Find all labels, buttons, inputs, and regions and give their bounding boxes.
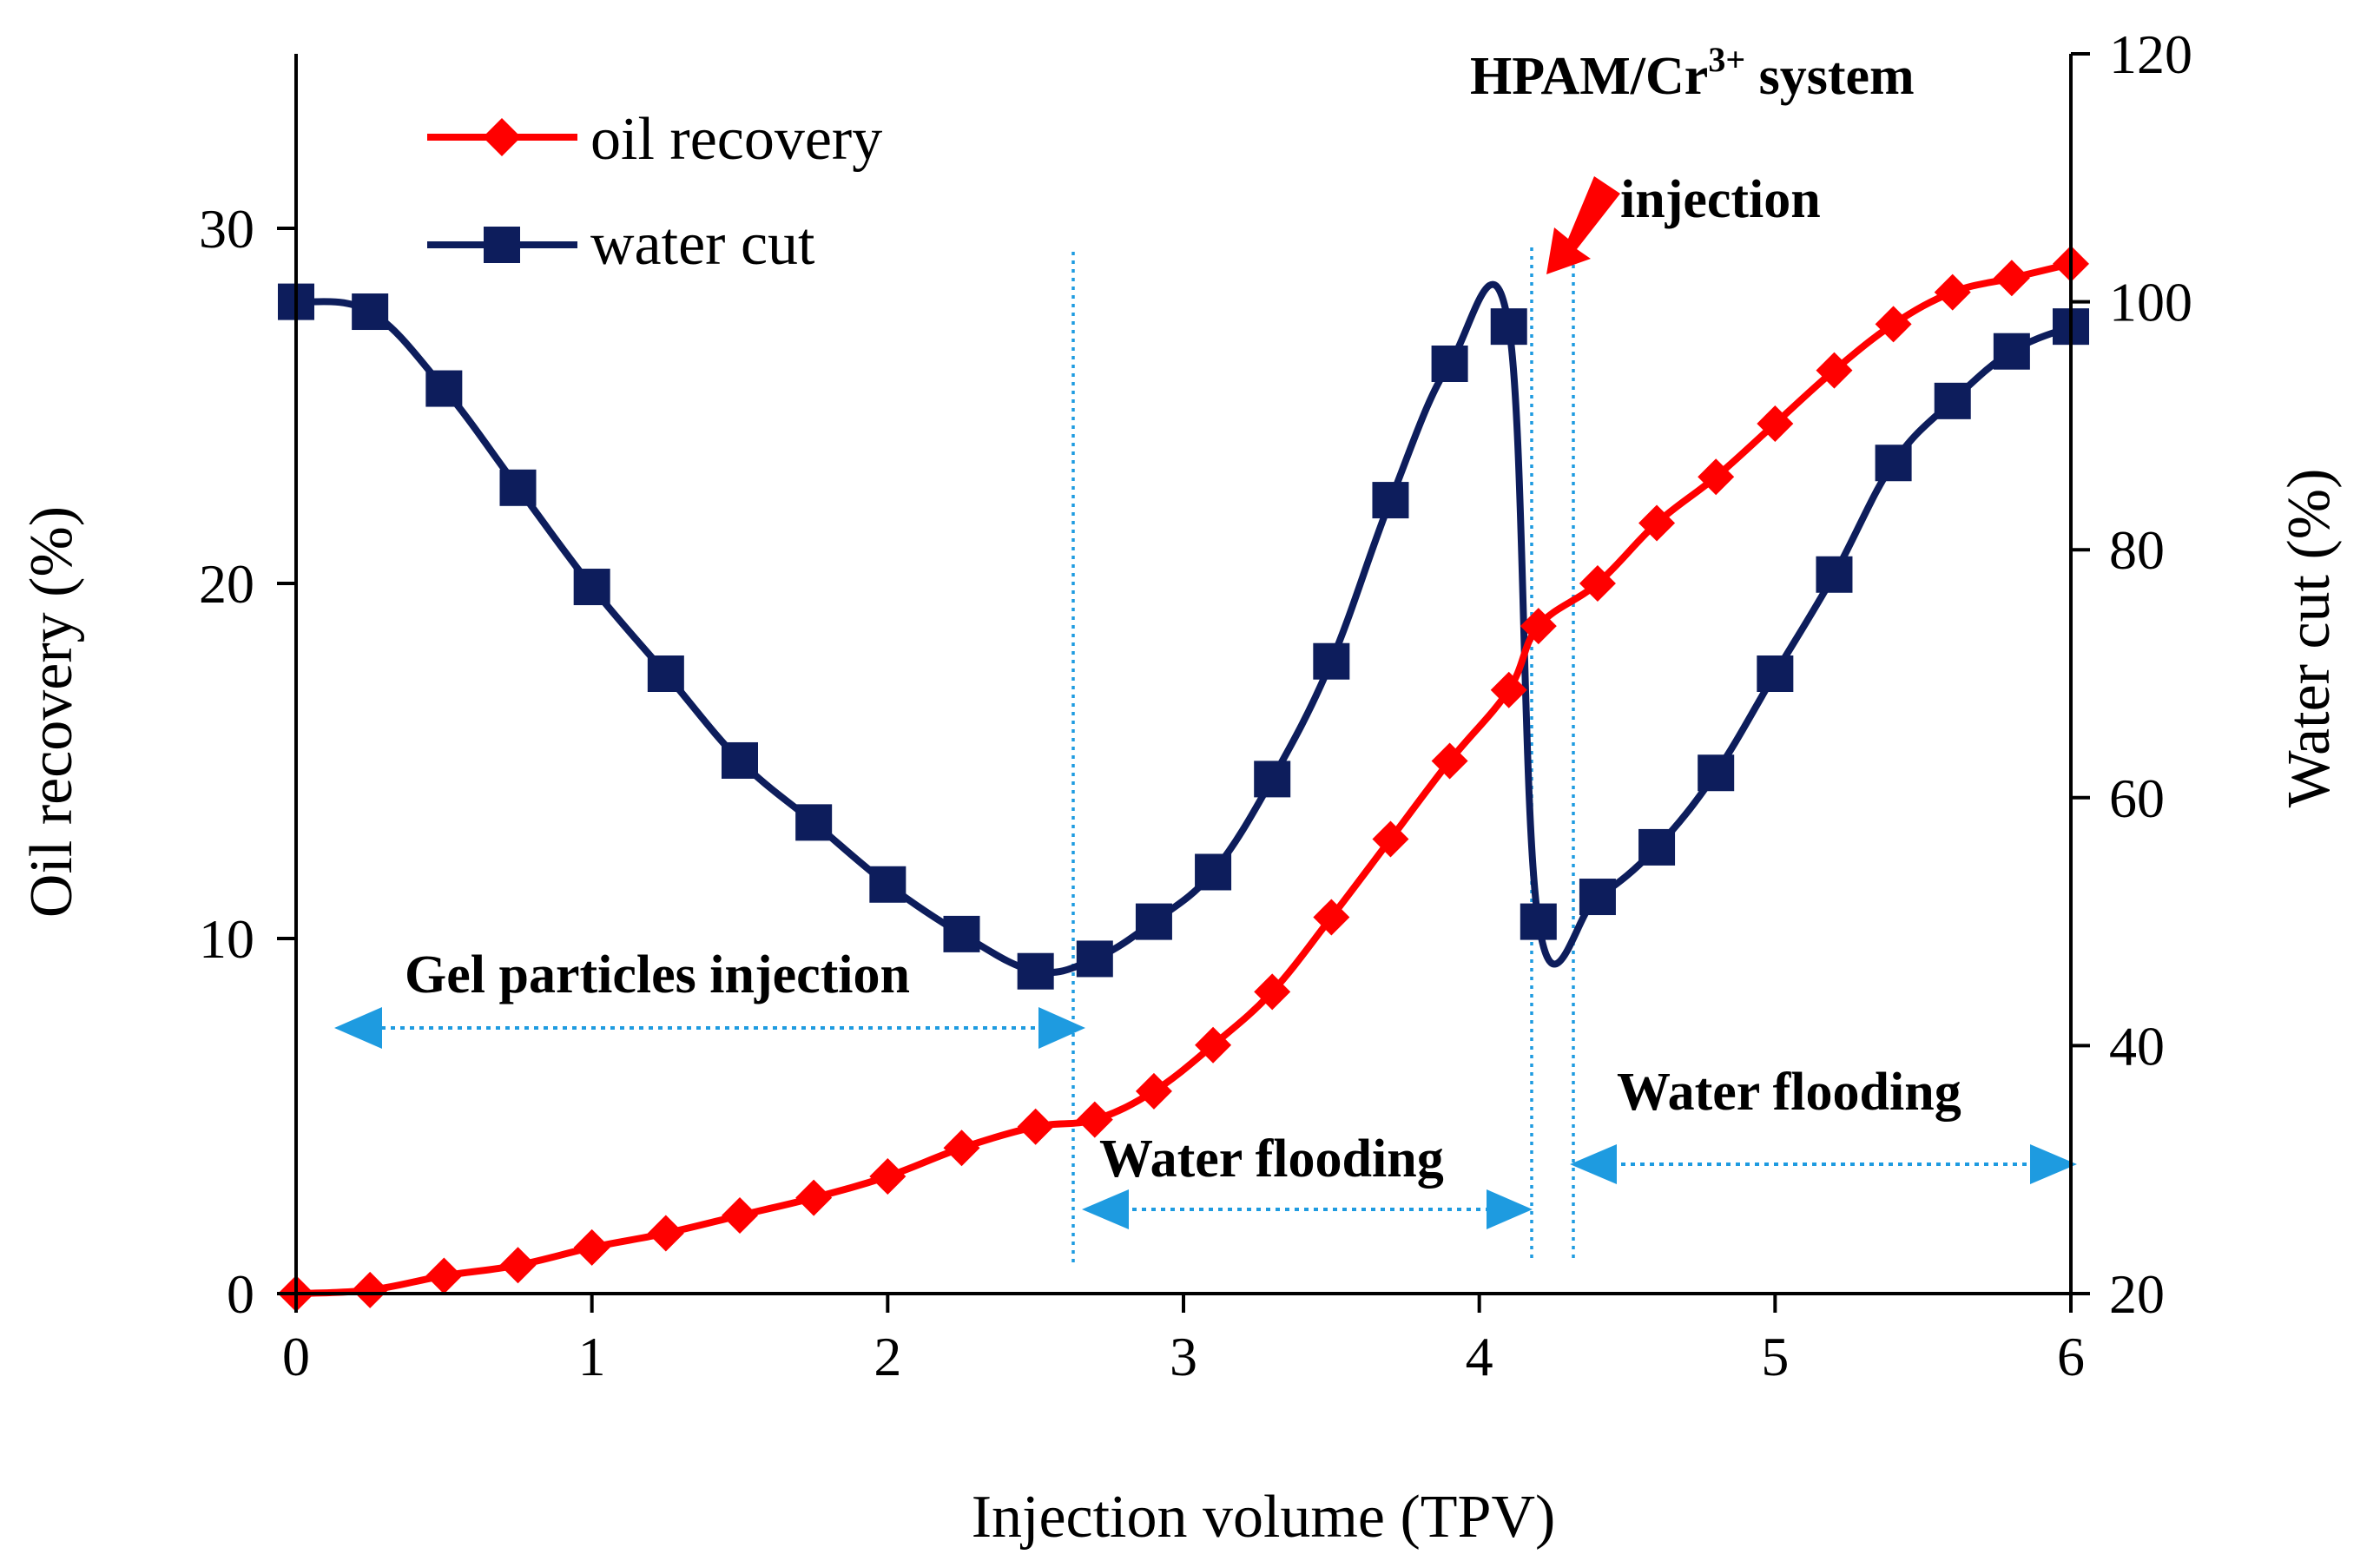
oil-recovery-point-1 (352, 1271, 389, 1308)
oil-recovery-point-19 (1520, 608, 1557, 645)
oil-recovery-point-17 (1431, 742, 1468, 780)
water-cut-point-10 (1017, 952, 1054, 990)
water-cut-point-3 (499, 469, 537, 506)
y2-tick-label-1: 40 (2109, 1015, 2165, 1077)
oil-recovery-point-23 (1757, 405, 1794, 442)
water-cut-point-4 (573, 569, 610, 606)
x-tick-label-6: 6 (2057, 1326, 2085, 1387)
legend-water-label: water cut (590, 211, 815, 278)
hpam-label-part: HPAM/Cr (1470, 47, 1708, 106)
water-cut-point-22 (1698, 754, 1735, 792)
oil-recovery-point-12 (1135, 1072, 1172, 1110)
oil-recovery-point-11 (1076, 1101, 1113, 1138)
oil-recovery-point-26 (1934, 273, 1971, 311)
legend-oil-marker (483, 118, 521, 156)
oil-recovery-point-22 (1698, 458, 1735, 496)
x-tick-label-2: 2 (874, 1326, 901, 1387)
oil-recovery-point-21 (1638, 504, 1676, 542)
water-cut-point-14 (1254, 761, 1291, 798)
x-tick-label-4: 4 (1466, 1326, 1493, 1387)
annotation-hpam-system: HPAM/Cr3+ system (1470, 40, 1915, 106)
y-tick-label-1: 10 (199, 908, 254, 970)
hpam-label-superscript: 3+ (1708, 40, 1745, 79)
oil-recovery-point-24 (1816, 352, 1853, 389)
oil-recovery-point-3 (499, 1247, 537, 1284)
water-cut-point-15 (1313, 642, 1350, 680)
x-tick-label-3: 3 (1170, 1326, 1197, 1387)
water-cut-point-20 (1579, 879, 1616, 916)
oil-recovery-point-7 (795, 1179, 833, 1216)
water-cut-line (293, 280, 2074, 977)
water-flooding-arrow-2 (1570, 1144, 2077, 1184)
water-cut-point-8 (869, 866, 907, 903)
water-cut-point-25 (1875, 445, 1912, 482)
water-cut-point-17 (1431, 346, 1468, 382)
annotation-water-flooding-2: Water flooding (1617, 1063, 1961, 1122)
water-cut-point-21 (1638, 828, 1676, 866)
water-cut-point-11 (1076, 940, 1113, 978)
water-cut-point-9 (943, 915, 980, 952)
annotation-gel-particles: Gel particles injection (405, 945, 910, 1004)
water-cut-point-18 (1490, 308, 1527, 346)
y-tick-label-0: 0 (227, 1263, 254, 1325)
oil-recovery-point-2 (425, 1257, 463, 1294)
annotation-injection: injection (1620, 170, 1821, 229)
legend-water-marker (484, 227, 520, 263)
water-cut-point-6 (722, 741, 758, 779)
injection-arrow (1546, 176, 1620, 274)
water-cut-point-7 (795, 804, 833, 841)
oil-recovery-point-20 (1579, 565, 1616, 602)
y-tick-label-2: 20 (199, 553, 254, 615)
oil-recovery-point-10 (1017, 1108, 1054, 1145)
oil-recovery-point-16 (1372, 820, 1409, 858)
oil-recovery-point-4 (573, 1228, 610, 1266)
y2-tick-label-2: 60 (2109, 767, 2165, 829)
x-axis-title: Injection volume (TPV) (972, 1484, 1556, 1551)
water-cut-point-27 (1993, 333, 2030, 370)
oil-recovery-point-6 (722, 1197, 758, 1235)
gel-phase-arrow (334, 1007, 1085, 1049)
legend-oil-label: oil recovery (590, 106, 882, 173)
oil-recovery-point-9 (943, 1130, 980, 1167)
legend: oil recovery water cut (427, 106, 882, 278)
y2-axis-title: Water cut (%) (2276, 469, 2343, 808)
oil-recovery-point-27 (1993, 260, 2030, 297)
oil-recovery-point-5 (647, 1215, 684, 1252)
oil-recovery-point-13 (1195, 1026, 1232, 1064)
water-cut-point-26 (1934, 382, 1971, 419)
water-cut-point-19 (1520, 903, 1557, 940)
x-tick-label-1: 1 (578, 1326, 606, 1387)
water-cut-point-2 (425, 370, 463, 407)
y-tick-label-3: 30 (199, 198, 254, 260)
y2-tick-label-3: 80 (2109, 519, 2165, 581)
oil-recovery-point-14 (1254, 973, 1291, 1011)
water-cut-point-12 (1135, 903, 1172, 940)
x-tick-label-0: 0 (282, 1326, 310, 1387)
y-axis-title: Oil recovery (%) (18, 506, 85, 918)
water-flooding-arrow-1 (1082, 1189, 1533, 1229)
oil-recovery-point-25 (1875, 306, 1912, 343)
water-cut-point-16 (1372, 482, 1409, 519)
water-cut-point-1 (352, 293, 389, 331)
oil-recovery-point-15 (1313, 899, 1350, 936)
water-cut-point-23 (1757, 655, 1794, 692)
y2-tick-label-5: 120 (2109, 23, 2192, 85)
oil-recovery-point-18 (1490, 671, 1527, 708)
hpam-label-suffix: system (1745, 47, 1915, 106)
x-tick-label-5: 5 (1761, 1326, 1789, 1387)
annotation-water-flooding-1: Water flooding (1099, 1130, 1444, 1189)
y2-tick-label-4: 100 (2109, 272, 2192, 333)
y2-tick-label-0: 20 (2109, 1263, 2165, 1325)
oil-recovery-point-8 (869, 1158, 907, 1195)
water-cut-point-5 (647, 655, 684, 692)
water-cut-point-24 (1816, 556, 1853, 593)
water-cut-point-13 (1195, 853, 1232, 891)
